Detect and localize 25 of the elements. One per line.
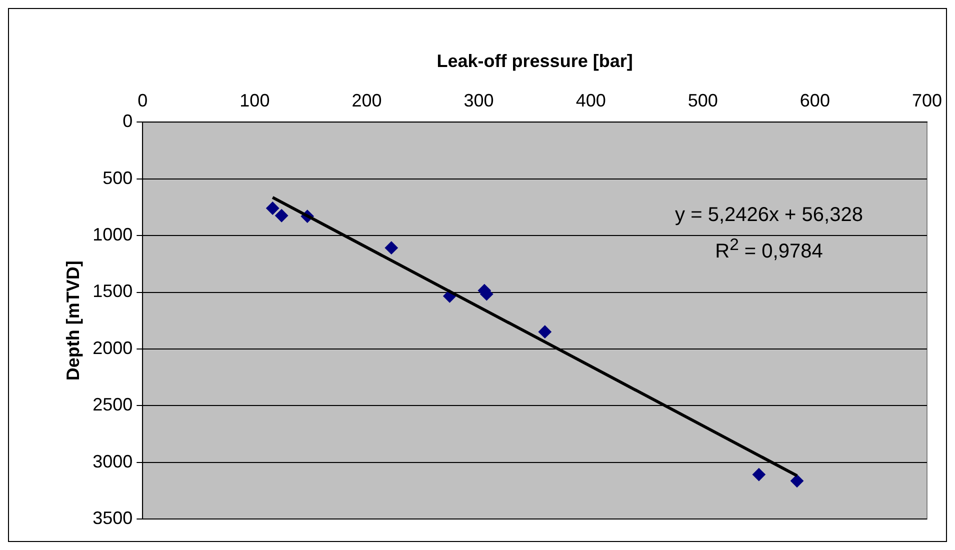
x-tick-label: 100 [240,90,270,110]
point [275,209,288,222]
x-tick-label: 300 [464,90,494,110]
y-tick-label: 0 [122,111,133,132]
point [266,202,280,215]
x-tick-label: 0 [138,90,148,110]
point [384,241,398,254]
x-tick-label: 500 [688,90,718,110]
annotation-text: y = 5,2426x + 56,328 R$^{2}$ = 0,9784 [674,203,864,265]
y-tick-label: 1500 [92,281,133,302]
y-tick-label: 3000 [92,451,133,472]
point [538,325,552,338]
y-tick-label: 2500 [92,394,133,415]
y-axis-title: Depth [mTVD] [62,260,83,381]
x-tick-label: 700 [912,90,942,110]
y-tick-label: 500 [102,168,133,188]
point [752,468,766,482]
x-tick-label: 600 [800,90,830,110]
x-tick-label: 400 [576,90,606,110]
y-tick-label: 2000 [92,338,133,358]
x-tick-label: 200 [352,90,382,110]
x-axis-title: Leak-off pressure [bar] [436,50,633,71]
y-tick-label: 1000 [92,224,133,245]
y-tick-label: 3500 [92,508,133,528]
point [790,474,804,488]
